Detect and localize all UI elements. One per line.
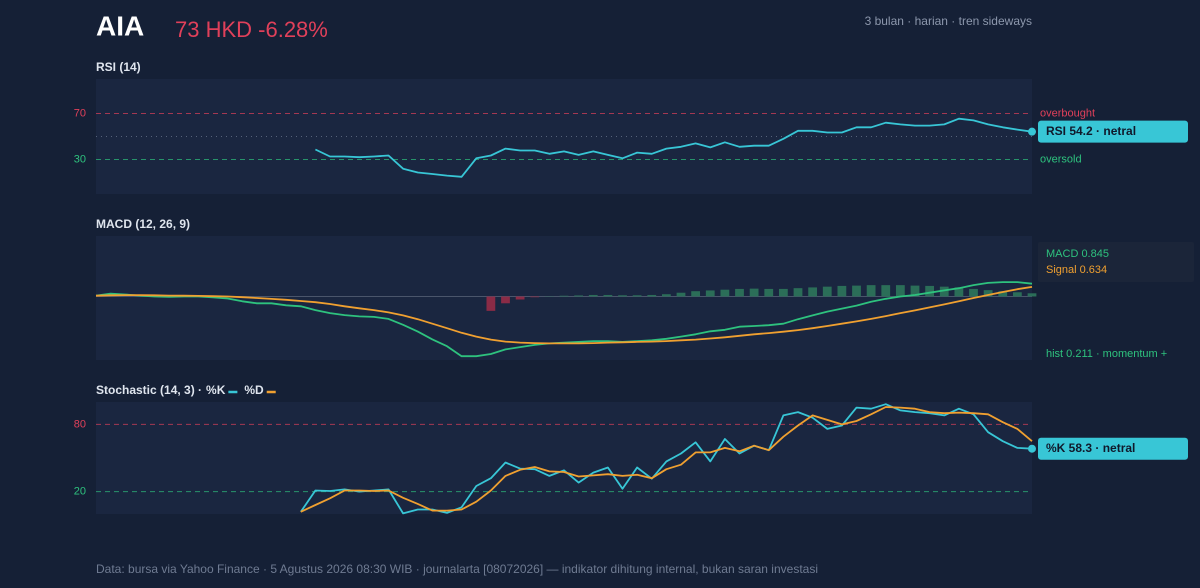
callout-box — [1038, 120, 1188, 143]
meta: 3 bulan · harian · tren sideways — [865, 14, 1032, 28]
panel-title: Stochastic (14, 3) · — [96, 383, 202, 397]
hist-bar — [881, 285, 891, 297]
hist-bar — [676, 292, 686, 297]
hist-bar — [661, 294, 671, 297]
hist-bar — [852, 285, 861, 297]
hist-bar — [998, 291, 1008, 297]
hist-bar — [764, 288, 774, 297]
series-line — [315, 117, 1033, 178]
hist-bar — [559, 295, 569, 297]
panel-title: MACD (12, 26, 9) — [96, 217, 190, 231]
hist-bar — [778, 288, 788, 297]
hist-bar — [749, 288, 759, 297]
level-label: oversold — [1040, 153, 1082, 165]
series-line — [95, 286, 1033, 345]
hist-bar — [501, 296, 510, 304]
series-line — [300, 406, 1033, 513]
symbol: AIA — [96, 10, 144, 41]
hist-bar — [618, 295, 627, 297]
hist-bar — [1027, 293, 1037, 297]
callout-label: RSI 54.2 · netral — [1046, 124, 1136, 138]
hist-bar — [954, 287, 964, 297]
series-line — [300, 403, 1033, 515]
legend-label: Signal 0.634 — [1046, 264, 1107, 276]
hist-bar — [691, 291, 701, 297]
y-tick-label: 30 — [74, 153, 86, 165]
level-label: overbought — [1040, 107, 1095, 119]
hist-label: hist 0.211 · momentum + — [1046, 348, 1167, 360]
hist-bar — [588, 294, 598, 297]
hist-bar — [647, 294, 657, 297]
hist-bar — [530, 296, 540, 298]
y-tick-label: 20 — [74, 486, 86, 498]
hist-bar — [574, 295, 584, 297]
legend-box — [1038, 242, 1194, 282]
end-dot — [1028, 127, 1036, 136]
hist-bar — [895, 285, 905, 297]
hist-bar — [837, 285, 847, 297]
footer: Data: bursa via Yahoo Finance · 5 Agustu… — [96, 562, 818, 576]
hist-bar — [793, 288, 803, 297]
hist-bar — [603, 294, 613, 297]
y-tick-label: 80 — [74, 418, 86, 430]
y-tick-label: 70 — [74, 107, 86, 119]
hist-bar — [486, 296, 496, 311]
hist-bar — [632, 295, 642, 297]
legend-label: %D — [244, 383, 264, 397]
callout-label: %K 58.3 · netral — [1046, 441, 1135, 455]
hist-bar — [720, 289, 730, 297]
hist-bar — [735, 288, 744, 297]
hist-bar — [822, 286, 832, 297]
hist-bar — [910, 285, 920, 297]
hist-bar — [1012, 292, 1022, 297]
quote: 73 HKD -6.28% — [175, 17, 328, 42]
panel — [96, 402, 1032, 514]
hist-bar — [925, 285, 935, 297]
end-dot — [1028, 444, 1036, 453]
hist-bar — [808, 287, 818, 297]
hist-bar — [866, 285, 876, 297]
hist-bar — [705, 290, 715, 297]
panel-title: RSI (14) — [96, 60, 141, 74]
legend-label: MACD 0.845 — [1046, 248, 1109, 260]
hist-bar — [969, 288, 978, 297]
callout-box — [1038, 437, 1188, 460]
hist-bar — [983, 290, 993, 297]
legend-label: %K — [206, 383, 226, 397]
hist-bar — [515, 296, 525, 300]
hist-bar — [939, 286, 949, 297]
